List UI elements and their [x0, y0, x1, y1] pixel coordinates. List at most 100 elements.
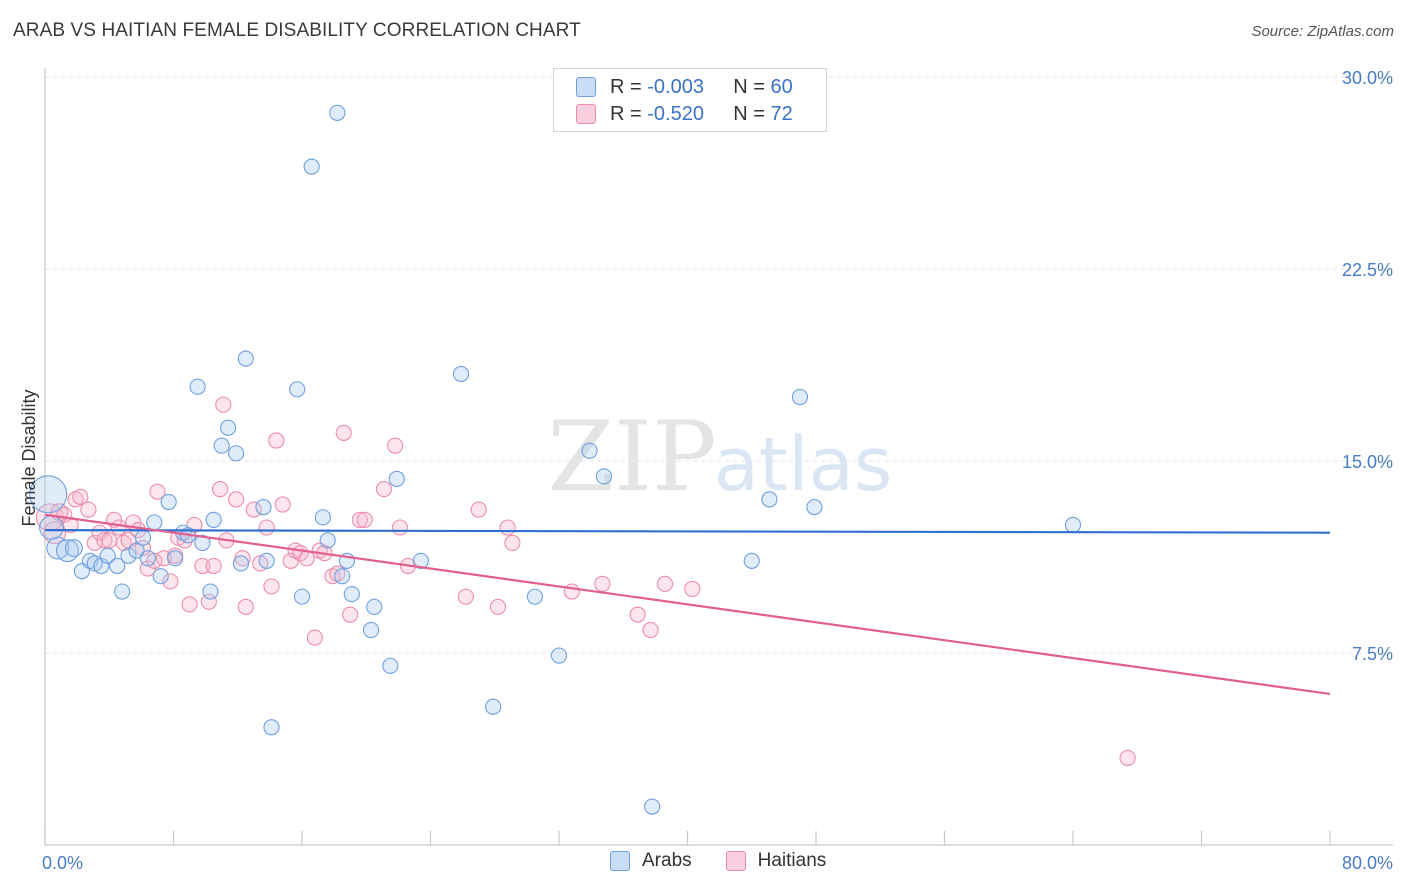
arabs-point [139, 550, 156, 567]
bottom-legend-label-arabs: Arabs [642, 850, 692, 871]
legend-n-value: 60 [770, 75, 793, 98]
arabs-point [237, 350, 254, 367]
haitians-trend-line [44, 513, 1331, 696]
arabs-point [644, 798, 661, 815]
haitians-point [684, 580, 701, 598]
arabs-point [485, 698, 502, 715]
bottom-legend-haitians[interactable]: Haitians [725, 850, 827, 872]
arabs-point [93, 557, 110, 575]
arabs-point [194, 534, 211, 552]
haitians-point [186, 516, 203, 534]
arabs-point [289, 381, 306, 398]
watermark-zip: ZIP [547, 401, 716, 513]
haitians-point [656, 575, 674, 592]
arabs-point [205, 511, 222, 528]
arabs-point [366, 598, 383, 616]
haitians-point [215, 396, 232, 413]
haitians-point [335, 424, 352, 441]
arabs-point [303, 158, 320, 175]
arabs-point [228, 445, 245, 462]
y-tick-label: 15.0% [1342, 452, 1393, 472]
axes [44, 68, 1393, 846]
haitians-point [96, 532, 113, 549]
legend-n-label: N = [733, 75, 765, 98]
haitians-point [67, 491, 84, 508]
arabs-point [343, 586, 360, 603]
haitians-point [342, 606, 359, 623]
haitians-point [43, 521, 67, 545]
legend-swatch-haitians [576, 104, 596, 124]
arabs-point [382, 657, 399, 674]
legend-n-value: 72 [770, 102, 793, 125]
y-tick-labels: 7.5% 15.0% 22.5% 30.0% [1342, 68, 1393, 664]
haitians-point [594, 575, 611, 592]
haitians-point [329, 565, 346, 582]
haitians-point [268, 432, 285, 449]
haitians-points [35, 396, 1136, 767]
legend-r-label: R = [610, 75, 642, 98]
haitians-point [306, 629, 323, 646]
arabs-point [806, 498, 823, 516]
arabs-point [388, 470, 405, 488]
arabs-point [452, 365, 470, 383]
arabs-point [166, 550, 184, 567]
haitians-point [629, 606, 646, 623]
arabs-point [202, 583, 219, 600]
arabs-point [46, 536, 70, 560]
legend-n-label: N = [733, 102, 765, 125]
arabs-point [232, 555, 250, 572]
bottom-legend: Arabs Haitians [610, 850, 860, 872]
haitians-point [489, 598, 507, 616]
legend-r-value: -0.520 [647, 102, 704, 125]
y-tick-label: 7.5% [1352, 644, 1393, 664]
arabs-point [109, 557, 126, 575]
arabs-point [39, 515, 64, 540]
arabs-point [329, 104, 346, 121]
x-tick-label-max: 80.0% [1342, 853, 1393, 873]
arabs-point [761, 491, 778, 508]
haitians-point [149, 483, 166, 500]
bottom-legend-label-haitians: Haitians [757, 850, 827, 871]
arabs-point [160, 493, 177, 511]
arabs-point [595, 468, 613, 485]
arabs-point [334, 568, 351, 585]
haitians-point [457, 588, 474, 605]
arabs-point [263, 719, 280, 736]
haitians-point [245, 501, 262, 518]
haitians-point [470, 501, 487, 518]
arabs-point [362, 621, 380, 639]
haitians-point [563, 583, 580, 600]
trend-lines [44, 513, 1331, 696]
haitians-point [101, 532, 118, 549]
haitians-point [146, 552, 163, 569]
arabs-point [220, 419, 237, 436]
arabs-point [791, 388, 809, 406]
legend-r-label: R = [610, 102, 642, 125]
haitians-point [228, 491, 245, 508]
haitians-point [110, 519, 127, 536]
haitians-point [80, 501, 97, 518]
source-credit: Source: ZipAtlas.com [1251, 23, 1394, 40]
arabs-point [213, 437, 230, 454]
chart-title: ARAB VS HAITIAN FEMALE DISABILITY CORREL… [13, 20, 581, 41]
arabs-points [29, 104, 1082, 815]
legend-row-arabs: R = -0.003 N = 60 [576, 75, 793, 99]
arabs-point [293, 588, 311, 605]
arabs-point [29, 475, 68, 514]
legend-row-haitians: R = -0.520 N = 72 [576, 102, 793, 126]
haitians-point [252, 555, 269, 572]
watermark-atlas: atlas [714, 422, 893, 508]
haitians-point [274, 496, 291, 513]
legend-r-value: -0.003 [647, 75, 704, 98]
haitians-point [1119, 749, 1136, 767]
arabs-point [412, 552, 429, 569]
haitians-point [181, 596, 198, 613]
arabs-point [189, 378, 206, 395]
haitians-point [387, 437, 404, 454]
arabs-point [134, 529, 152, 546]
bottom-legend-arabs[interactable]: Arabs [610, 850, 692, 872]
haitians-point [499, 519, 516, 536]
arabs-point [1064, 516, 1082, 534]
arabs-point [743, 552, 760, 569]
arabs-point [526, 588, 544, 605]
